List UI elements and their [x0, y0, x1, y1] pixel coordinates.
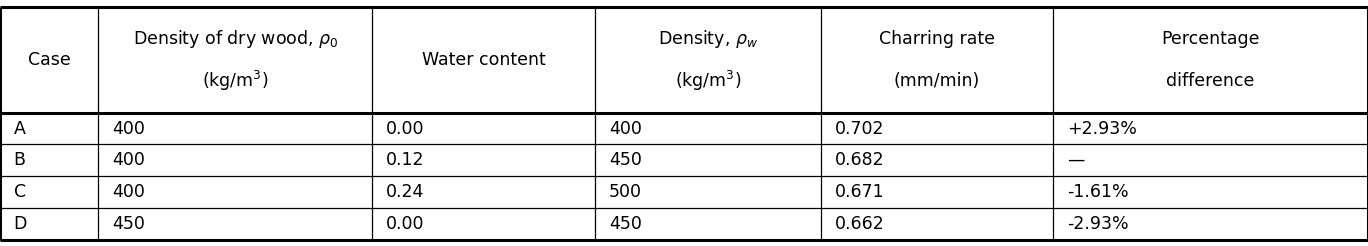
Text: Water content: Water content	[421, 51, 546, 69]
Text: +2.93%: +2.93%	[1067, 120, 1137, 138]
Text: 0.702: 0.702	[834, 120, 884, 138]
Text: —: —	[1067, 151, 1085, 169]
Text: Case: Case	[27, 51, 71, 69]
Text: 450: 450	[609, 151, 642, 169]
Text: Charring rate: Charring rate	[880, 30, 995, 48]
Text: D: D	[14, 215, 27, 233]
Text: 0.671: 0.671	[834, 183, 884, 201]
Text: (kg/m$^3$): (kg/m$^3$)	[674, 69, 741, 93]
Text: 400: 400	[112, 151, 145, 169]
Text: 0.24: 0.24	[386, 183, 424, 201]
Text: 0.00: 0.00	[386, 120, 424, 138]
Text: Density of dry wood, $\rho_0$: Density of dry wood, $\rho_0$	[133, 28, 338, 50]
Text: C: C	[14, 183, 26, 201]
Text: 400: 400	[609, 120, 642, 138]
Text: (kg/m$^3$): (kg/m$^3$)	[202, 69, 268, 93]
Text: 400: 400	[112, 120, 145, 138]
Text: 400: 400	[112, 183, 145, 201]
Text: 0.00: 0.00	[386, 215, 424, 233]
Text: 450: 450	[112, 215, 145, 233]
Text: 500: 500	[609, 183, 642, 201]
Text: -1.61%: -1.61%	[1067, 183, 1129, 201]
Text: 450: 450	[609, 215, 642, 233]
Text: difference: difference	[1167, 72, 1254, 90]
Text: -2.93%: -2.93%	[1067, 215, 1129, 233]
Text: (mm/min): (mm/min)	[893, 72, 981, 90]
Text: B: B	[14, 151, 26, 169]
Text: 0.682: 0.682	[834, 151, 884, 169]
Text: A: A	[14, 120, 26, 138]
Text: Percentage: Percentage	[1161, 30, 1260, 48]
Text: 0.662: 0.662	[834, 215, 884, 233]
Text: Density, $\rho_w$: Density, $\rho_w$	[658, 28, 758, 50]
Text: 0.12: 0.12	[386, 151, 424, 169]
